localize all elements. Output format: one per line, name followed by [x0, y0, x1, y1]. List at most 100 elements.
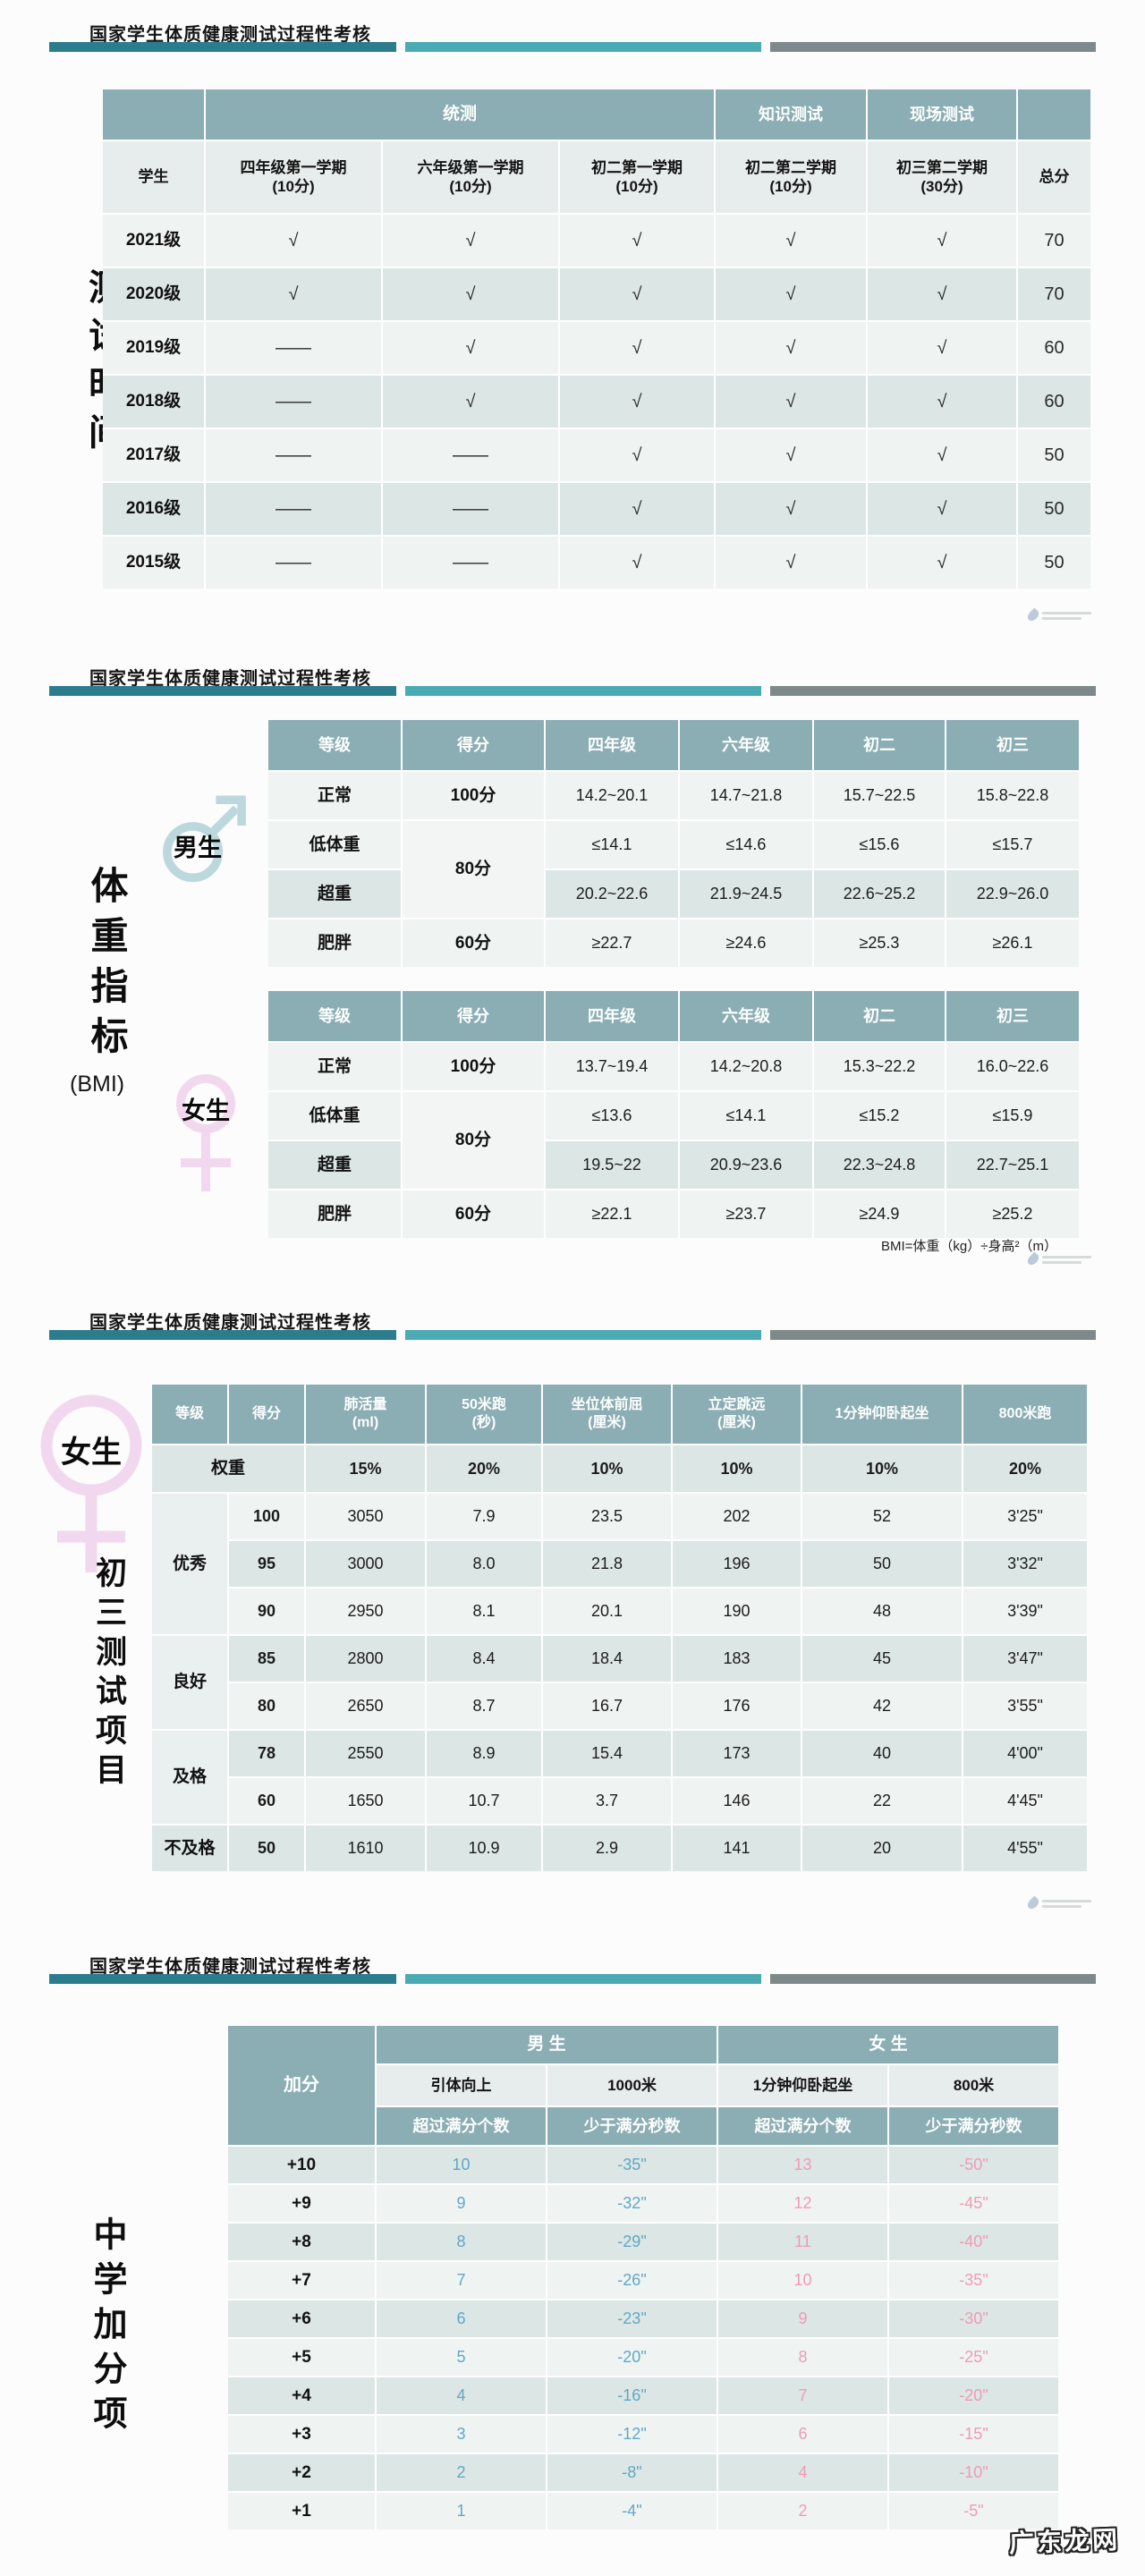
- cell: 15.4: [543, 1731, 671, 1776]
- page-title: 国家学生体质健康测试过程性考核: [89, 1957, 371, 1977]
- weight-cell: 15%: [306, 1445, 425, 1492]
- event-header-pullups: 引体向上: [377, 2065, 546, 2106]
- cell: 3.7: [543, 1778, 671, 1824]
- row-label: 2021级: [103, 215, 204, 267]
- male-bmi-table: 等级 得分 四年级 六年级 初二 初三 正常 100分 14.2~20.1 14…: [268, 720, 1079, 967]
- cell: √: [868, 322, 1016, 374]
- cell: 22: [802, 1778, 962, 1824]
- cell: 14.2~20.1: [546, 772, 678, 819]
- divider-bar-gray: [770, 1974, 1096, 1984]
- cell: ≥23.7: [680, 1191, 812, 1238]
- cell: 16.0~22.6: [946, 1043, 1079, 1090]
- cell: ——: [206, 429, 381, 481]
- col-header: 等级: [152, 1385, 227, 1444]
- cell: 2550: [306, 1731, 425, 1776]
- cell-score: 80: [229, 1683, 304, 1729]
- cell-female: 6: [718, 2416, 887, 2453]
- group-header-unified-test: 统测: [206, 89, 714, 140]
- cell-total: 60: [1018, 376, 1090, 428]
- divider-bar-gray: [770, 42, 1096, 52]
- female-icon: [176, 1074, 235, 1191]
- col-header-grade4: 四年级第一学期 (10分): [206, 141, 381, 213]
- cell-male: -16": [547, 2377, 717, 2414]
- cell: 23.5: [543, 1494, 671, 1539]
- site-watermark: 广东龙网: [1008, 2525, 1121, 2558]
- weight-cell: 10%: [673, 1445, 801, 1492]
- cell: √: [206, 215, 381, 267]
- cell-female: -10": [889, 2454, 1058, 2491]
- divider-bar-dark-teal: [49, 42, 396, 52]
- slide-bmi-standards: 国家学生体质健康测试过程性考核 体重指标 (BMI) 男生 等级 得分 四年级 …: [0, 644, 1145, 1288]
- cell-score: 50: [229, 1826, 304, 1871]
- col-header: 肺活量 (ml): [306, 1385, 425, 1444]
- cell: ≤13.6: [546, 1092, 678, 1140]
- divider-bars: [49, 42, 1096, 52]
- cell-score: 78: [229, 1731, 304, 1776]
- cell-male: -32": [547, 2185, 717, 2222]
- cell: ——: [383, 483, 558, 535]
- cell-female: -50": [889, 2147, 1058, 2183]
- cell-score: 100分: [403, 772, 544, 819]
- col-header: 立定跳远 (厘米): [673, 1385, 801, 1444]
- col-header-j3s2: 初三第二学期 (30分): [868, 141, 1016, 213]
- cell-female: -30": [889, 2301, 1058, 2337]
- cell: 2800: [306, 1636, 425, 1682]
- female-bmi-table: 等级 得分 四年级 六年级 初二 初三 正常 100分 13.7~19.4 14…: [268, 991, 1079, 1238]
- male-badge: 男生: [161, 785, 247, 884]
- droplet-icon: [1025, 607, 1041, 623]
- cell: 176: [673, 1683, 801, 1729]
- droplet-icon: [1025, 1251, 1041, 1267]
- cell: ≤15.9: [946, 1092, 1079, 1140]
- grade9-test-items-table: 等级 得分 肺活量 (ml) 50米跑 (秒) 坐位体前屈 (厘米) 立定跳远 …: [152, 1385, 1087, 1871]
- col-header-j2s2: 初二第二学期 (10分): [716, 141, 866, 213]
- weight-row-label: 权重: [152, 1445, 304, 1492]
- cell: √: [868, 376, 1016, 428]
- cell: 15.8~22.8: [946, 772, 1079, 819]
- cell-male: -23": [547, 2301, 717, 2337]
- divider-bars: [49, 1974, 1096, 1984]
- cell: ≤15.7: [946, 821, 1079, 869]
- divider-bar-light-teal: [405, 42, 761, 52]
- bmi-formula-note: BMI=体重（kg）÷身高²（m）: [881, 1239, 1057, 1254]
- cell: ≤15.2: [814, 1092, 945, 1140]
- cell: 8.7: [427, 1683, 541, 1729]
- criteria-header: 超过满分个数: [718, 2107, 887, 2145]
- cell: ——: [206, 322, 381, 374]
- col-header-junior2: 初二: [814, 720, 945, 770]
- female-badge-large: 女生: [36, 1394, 152, 1581]
- cell: 4'45": [963, 1778, 1087, 1824]
- row-label: 肥胖: [268, 1191, 401, 1238]
- row-label: 2018级: [103, 376, 204, 428]
- grade-group-label: 及格: [152, 1731, 227, 1824]
- col-header: 800米跑: [963, 1385, 1087, 1444]
- cell-male: 8: [377, 2224, 546, 2260]
- cell: 3'25": [963, 1494, 1087, 1539]
- cell-female: 13: [718, 2147, 887, 2183]
- col-header-grade: 等级: [268, 991, 401, 1041]
- cell: 20: [802, 1826, 962, 1871]
- cell: ≤15.6: [814, 821, 945, 869]
- col-header-score: 得分: [403, 991, 544, 1041]
- cell: 8.0: [427, 1541, 541, 1587]
- cell: ≥24.9: [814, 1191, 945, 1238]
- col-header-grade6: 六年级第一学期 (10分): [383, 141, 558, 213]
- row-label: 超重: [268, 870, 401, 918]
- cell: √: [716, 376, 866, 428]
- cell-female: 7: [718, 2377, 887, 2414]
- cell: 141: [673, 1826, 801, 1871]
- bonus-row-label: +7: [228, 2262, 375, 2299]
- divider-bar-light-teal: [405, 1974, 761, 1984]
- cell: 146: [673, 1778, 801, 1824]
- cell-male: 4: [377, 2377, 546, 2414]
- cell-male: 9: [377, 2185, 546, 2222]
- cell-male: -35": [547, 2147, 717, 2183]
- cell-male: 5: [377, 2339, 546, 2376]
- cell: √: [716, 429, 866, 481]
- cell: 21.8: [543, 1541, 671, 1587]
- divider-bar-light-teal: [405, 1330, 761, 1340]
- sidebar-title-bonus: 中学加分项: [88, 2216, 125, 2440]
- cell: 19.5~22: [546, 1141, 678, 1189]
- cell: √: [716, 268, 866, 320]
- cell-male: -20": [547, 2339, 717, 2376]
- cell: 10.9: [427, 1826, 541, 1871]
